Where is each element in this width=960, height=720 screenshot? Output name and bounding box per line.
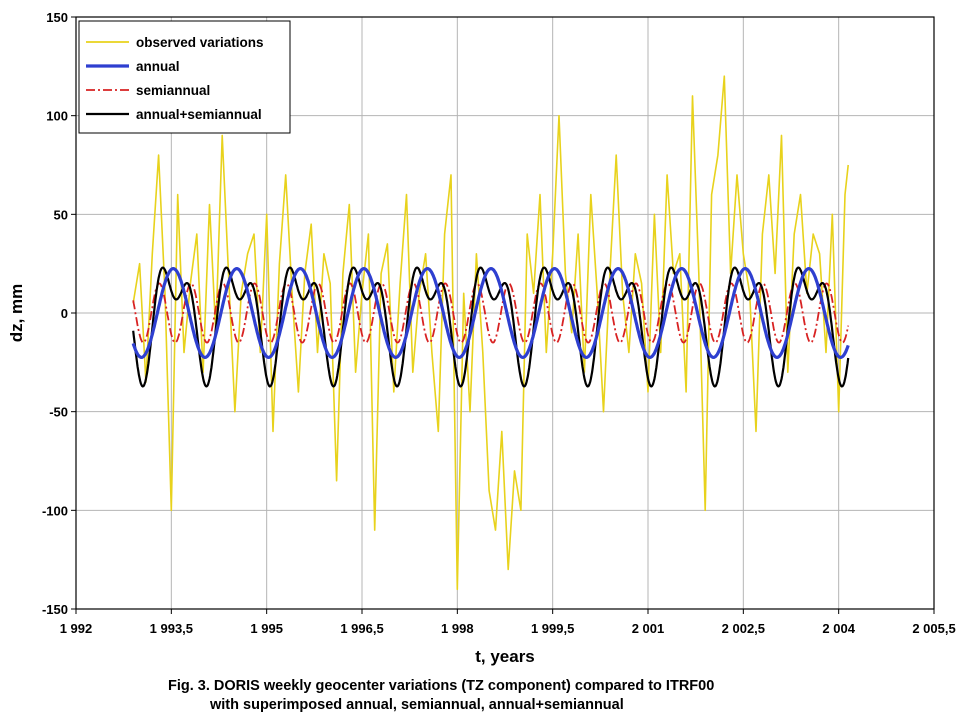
x-axis-label: t, years (475, 647, 535, 666)
legend-label: observed variations (136, 35, 264, 50)
y-axis-label: dz, mm (7, 284, 26, 343)
y-tick-label: 0 (61, 306, 68, 321)
y-tick-label: 50 (54, 207, 68, 222)
x-tick-label: 1 993,5 (150, 621, 193, 636)
x-tick-label: 1 995 (250, 621, 283, 636)
series-line-annual (131, 266, 850, 360)
y-tick-label: -150 (42, 602, 68, 617)
x-tick-label: 1 992 (60, 621, 93, 636)
y-tick-label: -100 (42, 503, 68, 518)
x-tick-label: 1 999,5 (531, 621, 574, 636)
y-tick-label: -50 (49, 405, 68, 420)
legend-label: annual (136, 59, 180, 74)
y-tick-label: 100 (46, 109, 68, 124)
y-axis-ticks: 150 100 50 0 -50 -100 -150 (42, 10, 76, 617)
series-line-observed-variations (132, 75, 849, 591)
x-tick-label: 2 002,5 (722, 621, 765, 636)
series-layer (131, 75, 850, 591)
x-tick-label: 1 996,5 (340, 621, 383, 636)
x-tick-label: 2 001 (632, 621, 665, 636)
legend: observed variations annual semiannual annua… (78, 20, 291, 134)
x-tick-label: 2 004 (822, 621, 855, 636)
series-line-annual-plus-semiannual (132, 266, 850, 388)
figure-caption-line-2: with superimposed annual, semiannual, an… (210, 697, 624, 713)
x-tick-label: 1 998 (441, 621, 474, 636)
x-axis-ticks: 1 992 1 993,5 1 995 1 996,5 1 998 1 999,5 2 00… (60, 609, 956, 636)
y-tick-label: 150 (46, 10, 68, 25)
x-tick-label: 2 005,5 (912, 621, 955, 636)
figure-caption-line-1: Fig. 3. DORIS weekly geocenter variation… (168, 678, 715, 694)
legend-label: annual+semiannual (136, 107, 262, 122)
legend-label: semiannual (136, 83, 210, 98)
